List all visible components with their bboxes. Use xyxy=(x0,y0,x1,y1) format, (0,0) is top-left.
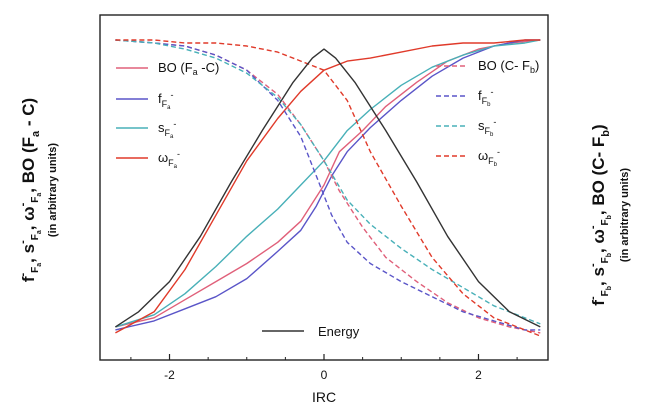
svg-text:ωFa-: ωFa- xyxy=(158,149,180,170)
svg-text:ωFb-: ωFb- xyxy=(478,147,500,168)
series-line-4 xyxy=(115,40,540,333)
legend-item-s-fb: sFb- xyxy=(436,117,496,138)
svg-text:(in arbitrary units): (in arbitrary units) xyxy=(619,168,631,262)
legend-item-bo-c-fb: BO (C- Fb) xyxy=(436,58,539,75)
series-layer xyxy=(115,40,540,336)
svg-text:f-Fb, s-Fb, ω-Fb, BO (C- Fb): f-Fb, s-Fb, ω-Fb, BO (C- Fb) xyxy=(587,124,613,305)
series-line-3 xyxy=(115,40,540,333)
svg-text:BO (Fa -C): BO (Fa -C) xyxy=(158,60,219,77)
legend-item-f-fb: fFb- xyxy=(436,87,493,108)
legend-item-omega-fb: ωFb- xyxy=(436,147,500,168)
y-axis-sublabel-right: (in arbitrary units) xyxy=(619,168,631,262)
legend-item-f-fa: fFa- xyxy=(116,90,173,111)
x-tick-label: 0 xyxy=(321,368,328,382)
y-axis-sublabel-left: (in arbitrary units) xyxy=(47,143,59,237)
svg-text:fFb-: fFb- xyxy=(478,87,493,108)
series-line-8 xyxy=(115,49,540,327)
svg-text:sFb-: sFb- xyxy=(478,117,496,138)
x-ticks xyxy=(131,354,517,360)
series-line-1 xyxy=(115,40,540,330)
legend-right: BO (C- Fb) fFb- sFb- ωFb- xyxy=(436,58,539,168)
legend-label-energy: Energy xyxy=(318,324,360,339)
legend-item-omega-fa: ωFa- xyxy=(116,149,180,170)
y-axis-label-left: f-Fa, s-Fa, ω-Fa, BO (Fa - C) xyxy=(17,98,43,282)
x-tick-label: 2 xyxy=(475,368,482,382)
series-line-7 xyxy=(115,40,540,336)
x-axis-label: IRC xyxy=(312,389,336,405)
svg-text:fFa-: fFa- xyxy=(158,90,173,111)
legend-item-energy: Energy xyxy=(262,324,360,339)
svg-text:sFa-: sFa- xyxy=(158,119,176,140)
legend-item-s-fa: sFa- xyxy=(116,119,176,140)
svg-text:BO (C- Fb): BO (C- Fb) xyxy=(478,58,539,75)
legend-left: BO (Fa -C) fFa- sFa- ωFa- xyxy=(116,60,219,170)
x-tick-label: -2 xyxy=(164,368,175,382)
svg-text:(in arbitrary units): (in arbitrary units) xyxy=(47,143,59,237)
svg-text:f-Fa, s-Fa, ω-Fa, BO (Fa - C): f-Fa, s-Fa, ω-Fa, BO (Fa - C) xyxy=(17,98,43,282)
y-axis-label-right: f-Fb, s-Fb, ω-Fb, BO (C- Fb) xyxy=(587,124,613,305)
legend-item-bo-fa-c: BO (Fa -C) xyxy=(116,60,219,77)
